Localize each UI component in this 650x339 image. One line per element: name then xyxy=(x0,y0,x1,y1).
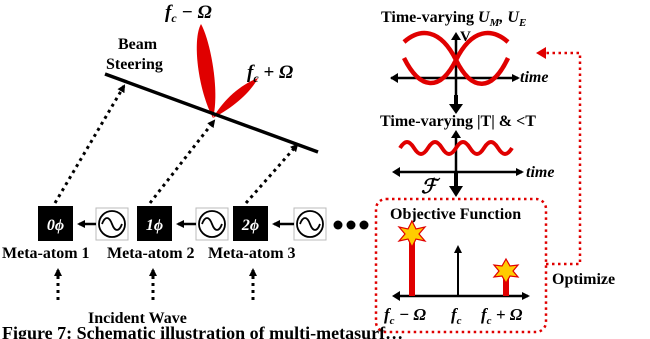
meta-atom-3: 2ϕ xyxy=(233,206,268,241)
voltage-plot xyxy=(390,30,520,95)
spectrum-label-minus: fc − Ω xyxy=(384,305,426,327)
lobe-minus-label: fc − Ω xyxy=(165,2,212,25)
optimize-loop xyxy=(542,51,582,266)
dotted-beam-arrows xyxy=(53,84,299,204)
meta-atom-2-phase: 1ϕ xyxy=(146,217,163,234)
incident-arrows xyxy=(54,268,257,300)
incident-wave-label: Incident Wave xyxy=(88,310,187,327)
beam-label: Beam xyxy=(118,36,158,53)
time-axis-label-2: time xyxy=(526,164,554,181)
meta-atom-2-label: Meta-atom 2 xyxy=(107,245,195,262)
beam-arrow-3 xyxy=(244,143,299,204)
meta-atom-1-phase: 0ϕ xyxy=(47,217,64,234)
oscillator-icon-1 xyxy=(95,207,129,241)
ellipsis-dots xyxy=(333,220,369,230)
objective-function-box xyxy=(374,197,548,334)
oscillator-icon-3 xyxy=(293,207,327,241)
fourier-symbol: ℱ xyxy=(421,176,441,198)
beam-arrow-2 xyxy=(148,119,216,204)
objective-function-title: Objective Function xyxy=(390,206,521,223)
oscillator-icon-2 xyxy=(195,207,229,241)
spectrum-label-plus: fc + Ω xyxy=(481,305,523,327)
time-varying-um-ue-title: Time-varying UM, UE xyxy=(381,9,526,29)
figure-caption: Figure 7: Schematic illustration of mult… xyxy=(2,323,403,339)
spectrum-label-center: fc xyxy=(451,305,462,327)
transmission-plot xyxy=(392,130,524,177)
meta-atom-3-phase: 2ϕ xyxy=(241,217,259,234)
star-icon-right xyxy=(492,257,520,285)
lobe-minus xyxy=(196,24,216,118)
meta-atom-3-label: Meta-atom 3 xyxy=(208,245,296,262)
spectrum-plot xyxy=(392,242,530,301)
lobe-plus xyxy=(213,78,258,118)
star-icon-left xyxy=(397,219,427,249)
optimize-label: Optimize xyxy=(552,271,615,288)
optimize-arrow-head xyxy=(536,47,546,59)
time-varying-t-title: Time-varying |T| & <T xyxy=(380,113,536,130)
meta-atom-2: 1ϕ xyxy=(137,206,172,241)
time-axis-label-1: time xyxy=(520,69,548,86)
meta-atom-1: 0ϕ xyxy=(38,206,73,241)
radiation-pattern xyxy=(196,24,258,118)
v-axis-label: V xyxy=(460,29,471,45)
steering-label: Steering xyxy=(106,56,163,73)
lobe-plus-label: fc + Ω xyxy=(247,62,293,85)
beam-arrow-1 xyxy=(53,84,126,204)
meta-atom-1-label: Meta-atom 1 xyxy=(2,245,90,262)
steering-plane xyxy=(104,72,319,154)
